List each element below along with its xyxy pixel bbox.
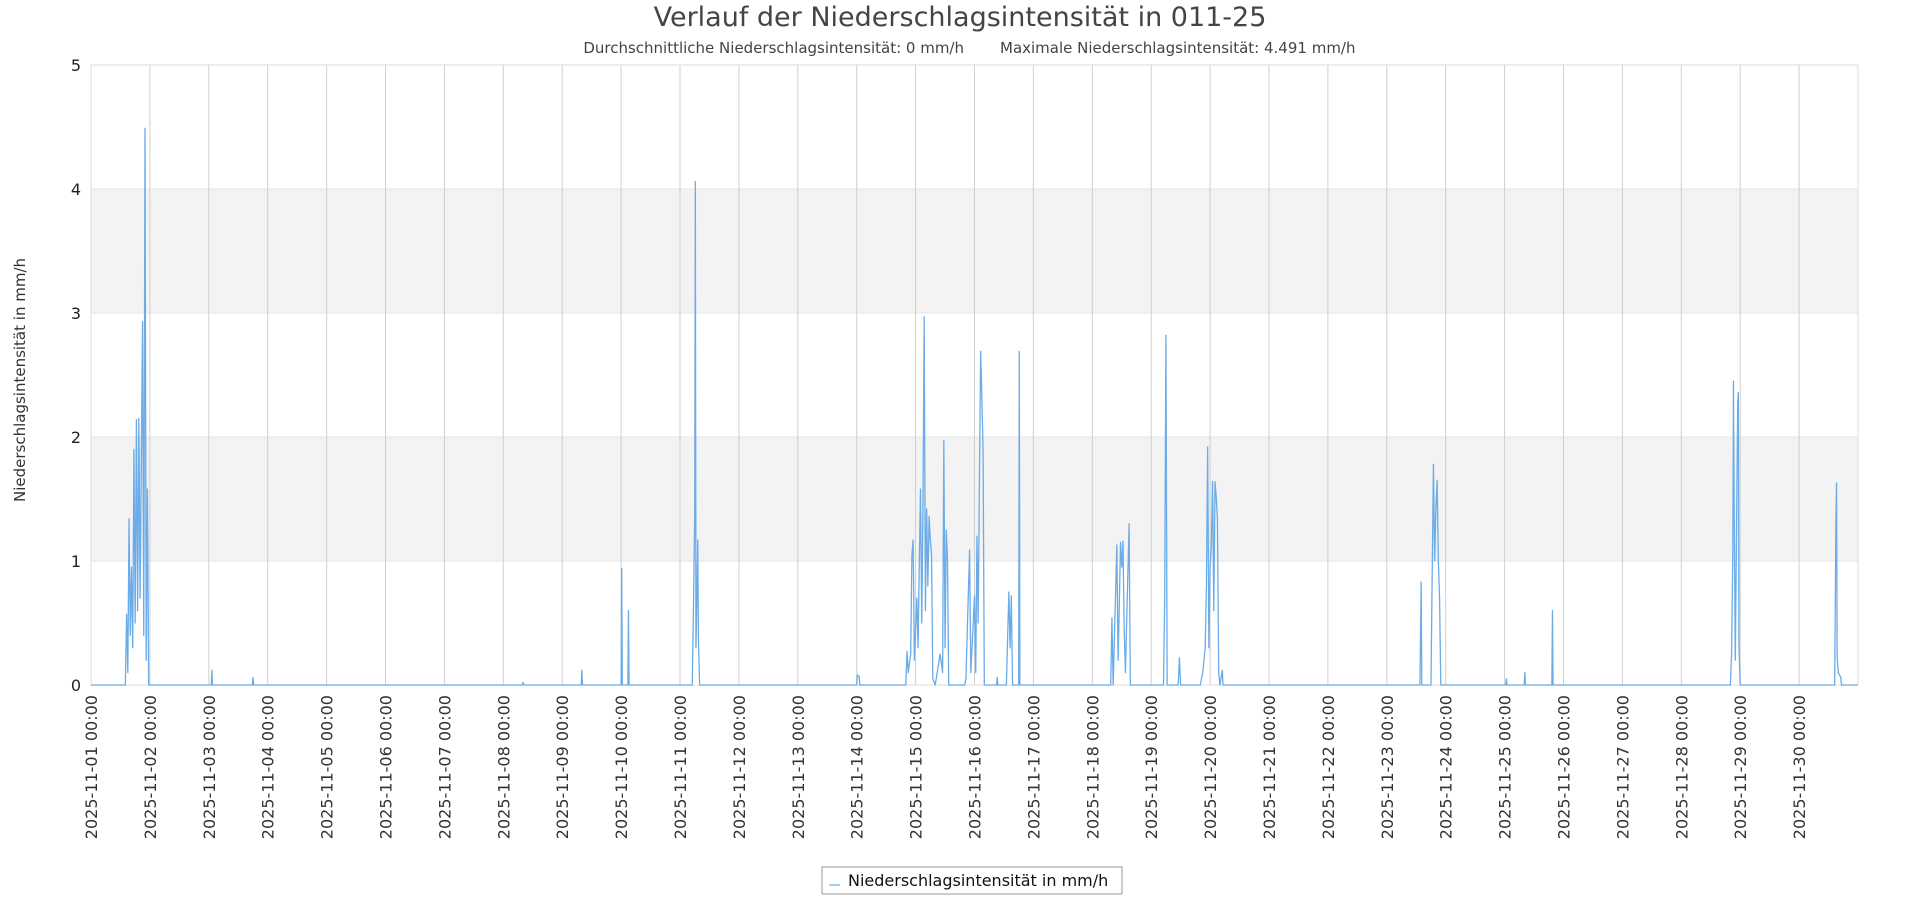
x-tick-labels: 2025-11-01 00:00 2025-11-02 00:00 2025-11-… [82, 695, 1809, 839]
chart-title: Verlauf der Niederschlagsintensität in 0… [654, 2, 1267, 33]
chart-subtitle-average: Durchschnittliche Niederschlagsintensitä… [583, 39, 964, 57]
x-tick-label: 2025-11-12 00:00 [730, 695, 749, 839]
x-tick-label: 2025-11-05 00:00 [318, 695, 337, 839]
y-tick-label: 1 [71, 552, 81, 571]
x-tick-label: 2025-11-13 00:00 [789, 695, 808, 839]
x-tick-label: 2025-11-03 00:00 [200, 695, 219, 839]
x-tick-label: 2025-11-26 00:00 [1555, 695, 1574, 839]
y-tick-label: 3 [71, 304, 81, 323]
x-tick-label: 2025-11-07 00:00 [435, 695, 454, 839]
y-tick-label: 4 [71, 180, 81, 199]
x-tick-label: 2025-11-04 00:00 [259, 695, 278, 839]
series-line [91, 127, 1858, 686]
x-tick-label: 2025-11-18 00:00 [1083, 695, 1102, 839]
x-tick-label: 2025-11-15 00:00 [907, 695, 926, 839]
legend-label: Niederschlagsintensität in mm/h [848, 871, 1108, 890]
x-tick-label: 2025-11-11 00:00 [671, 695, 690, 839]
y-axis-label: Niederschlagsintensität in mm/h [11, 258, 29, 502]
x-tick-label: 2025-11-01 00:00 [82, 695, 101, 839]
x-tick-label: 2025-11-23 00:00 [1378, 695, 1397, 839]
y-tick-label: 5 [71, 56, 81, 75]
x-tick-label: 2025-11-08 00:00 [494, 695, 513, 839]
y-tick-label: 2 [71, 428, 81, 447]
series-layer [91, 127, 1858, 686]
x-tick-label: 2025-11-25 00:00 [1496, 695, 1515, 839]
x-tick-label: 2025-11-19 00:00 [1142, 695, 1161, 839]
x-tick-label: 2025-11-28 00:00 [1672, 695, 1691, 839]
y-tick-label: 0 [71, 676, 81, 695]
x-tick-label: 2025-11-22 00:00 [1319, 695, 1338, 839]
x-tick-label: 2025-11-24 00:00 [1437, 695, 1456, 839]
y-tick-labels: 0 1 2 3 4 5 [71, 56, 81, 695]
x-tick-label: 2025-11-30 00:00 [1790, 695, 1809, 839]
x-tick-label: 2025-11-20 00:00 [1201, 695, 1220, 839]
legend-box [821, 866, 1123, 895]
x-tick-label: 2025-11-02 00:00 [141, 695, 160, 839]
x-tick-label: 2025-11-21 00:00 [1260, 695, 1279, 839]
x-tick-label: 2025-11-06 00:00 [377, 695, 396, 839]
x-tick-label: 2025-11-09 00:00 [553, 695, 572, 839]
x-tick-label: 2025-11-14 00:00 [848, 695, 867, 839]
x-tick-label: 2025-11-17 00:00 [1024, 695, 1043, 839]
x-tick-label: 2025-11-10 00:00 [612, 695, 631, 839]
plot-border [90, 64, 1859, 686]
legend[interactable]: Niederschlagsintensität in mm/h [821, 866, 1123, 895]
x-tick-label: 2025-11-16 00:00 [966, 695, 985, 839]
x-tick-label: 2025-11-29 00:00 [1731, 695, 1750, 839]
chart-subtitle-maximum: Maximale Niederschlagsintensität: 4.491 … [1000, 39, 1356, 57]
x-tick-label: 2025-11-27 00:00 [1613, 695, 1632, 839]
